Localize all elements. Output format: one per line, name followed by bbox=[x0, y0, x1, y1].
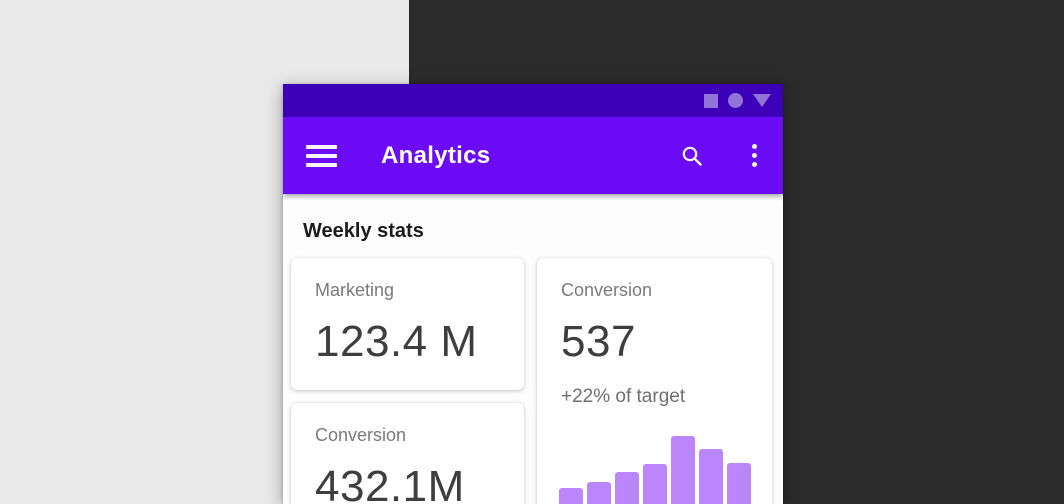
status-square-icon bbox=[704, 93, 718, 108]
status-triangle-down-icon bbox=[753, 94, 771, 107]
stats-grid: Marketing 123.4 M Conversion 537 +22% of… bbox=[291, 258, 775, 504]
chart-bar bbox=[559, 488, 583, 504]
chart-bar bbox=[615, 472, 639, 504]
app-bar-title: Analytics bbox=[381, 141, 491, 169]
overflow-menu-icon[interactable] bbox=[752, 144, 757, 167]
status-circle-icon bbox=[728, 93, 743, 108]
chart-bar bbox=[727, 463, 751, 504]
card-value: 537 bbox=[561, 317, 636, 366]
app-bar: Analytics bbox=[283, 117, 783, 194]
chart-bar bbox=[671, 436, 695, 504]
chart-bar bbox=[699, 449, 723, 504]
status-bar bbox=[283, 84, 783, 117]
bar-chart bbox=[559, 436, 751, 504]
chart-bar bbox=[643, 464, 667, 504]
phone-mockup: Analytics Weekly stats Marketing 123.4 M… bbox=[283, 84, 783, 504]
card-caption: +22% of target bbox=[561, 386, 686, 407]
card-conversion-total[interactable]: Conversion 432.1M bbox=[291, 403, 524, 504]
card-value: 123.4 M bbox=[315, 317, 478, 366]
content-area: Weekly stats Marketing 123.4 M Conversio… bbox=[283, 194, 783, 504]
search-icon[interactable] bbox=[680, 144, 704, 168]
card-value: 432.1M bbox=[315, 462, 465, 504]
card-marketing[interactable]: Marketing 123.4 M bbox=[291, 258, 524, 390]
card-label: Conversion bbox=[315, 425, 407, 445]
card-label: Conversion bbox=[561, 280, 653, 300]
chart-bar bbox=[587, 482, 611, 504]
phone-light-layer: Analytics Weekly stats Marketing 123.4 M… bbox=[283, 84, 783, 504]
card-label: Marketing bbox=[315, 280, 395, 300]
section-title: Weekly stats bbox=[303, 220, 424, 242]
card-conversion-target[interactable]: Conversion 537 +22% of target bbox=[537, 258, 772, 504]
menu-icon[interactable] bbox=[306, 144, 337, 167]
